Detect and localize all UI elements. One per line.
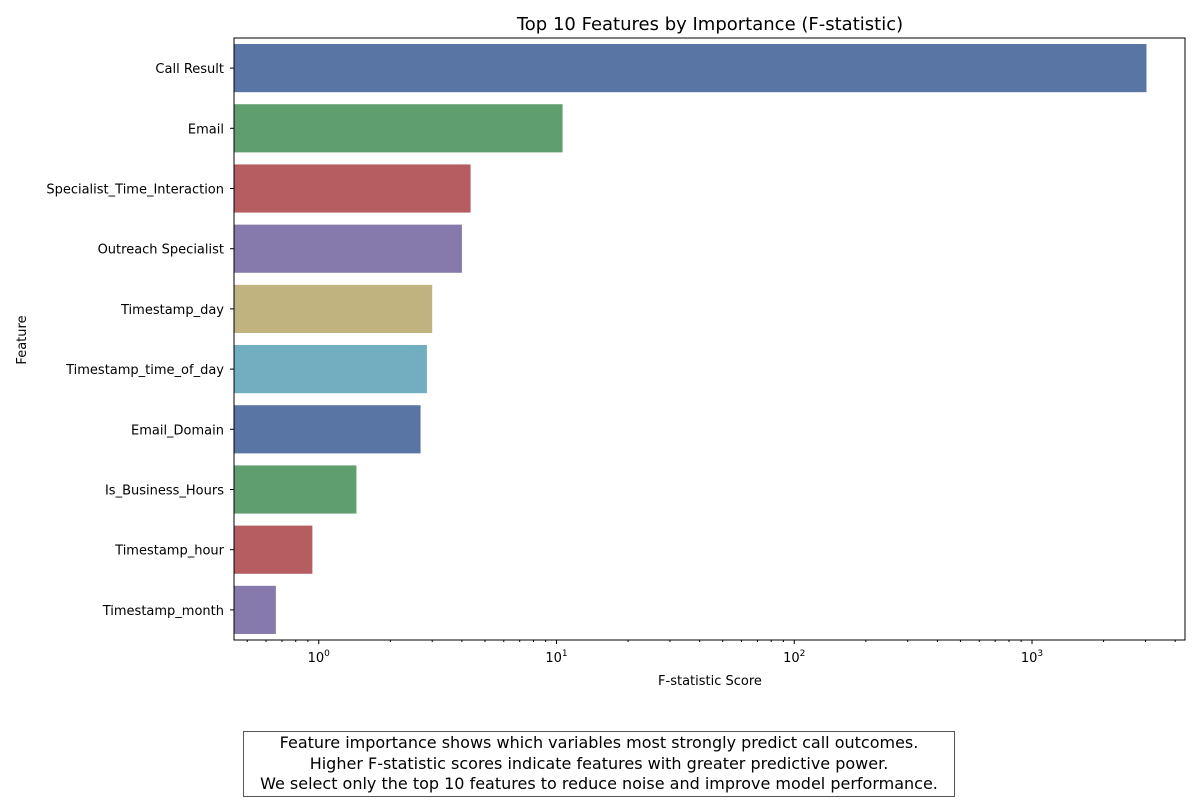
caption-line: Higher F-statistic scores indicate featu…: [309, 753, 889, 773]
bars-group: [234, 44, 1147, 634]
y-tick-label: Timestamp_time_of_day: [65, 363, 224, 378]
bar-timestamp-time-of-day: [234, 345, 427, 394]
x-axis-label: F-statistic Score: [658, 674, 762, 689]
caption-box: Feature importance shows which variables…: [243, 731, 955, 797]
plot-frame: [233, 37, 1186, 641]
x-tick-label: 102: [783, 649, 805, 666]
bar-is-business-hours: [234, 465, 357, 514]
bar-timestamp-hour: [234, 525, 313, 574]
x-axis-ticks: 100 101 102 103: [246, 640, 1176, 666]
bar-outreach-specialist: [234, 224, 462, 273]
y-tick-label: Specialist_Time_Interaction: [46, 183, 224, 198]
y-tick-label: Outreach Specialist: [98, 243, 224, 258]
feature-importance-chart: Top 10 Features by Importance (F-statist…: [15, 14, 1186, 689]
chart-title: Top 10 Features by Importance (F-statist…: [516, 14, 903, 35]
y-tick-label: Call Result: [155, 62, 224, 77]
x-tick-label: 103: [1021, 649, 1043, 666]
caption-line: Feature importance shows which variables…: [279, 733, 919, 753]
y-tick-label: Email_Domain: [131, 423, 224, 438]
y-tick-label: Timestamp_month: [102, 604, 224, 619]
y-tick-label: Timestamp_hour: [114, 544, 224, 559]
x-tick-label: 100: [308, 649, 331, 666]
bar-call-result: [234, 44, 1147, 93]
bar-specialist-time-interaction: [234, 164, 471, 213]
y-tick-label: Is_Business_Hours: [105, 484, 224, 499]
y-tick-label: Timestamp_day: [120, 303, 224, 318]
y-axis-label: Feature: [15, 315, 30, 364]
bar-email: [234, 104, 563, 153]
caption-line: We select only the top 10 features to re…: [260, 774, 938, 794]
x-tick-label: 101: [545, 649, 567, 666]
y-axis-ticks: Call Result Email Specialist_Time_Interact…: [46, 62, 234, 619]
bar-email-domain: [234, 405, 421, 454]
y-tick-label: Email: [188, 122, 224, 137]
bar-timestamp-day: [234, 284, 433, 333]
bar-timestamp-month: [234, 585, 276, 634]
